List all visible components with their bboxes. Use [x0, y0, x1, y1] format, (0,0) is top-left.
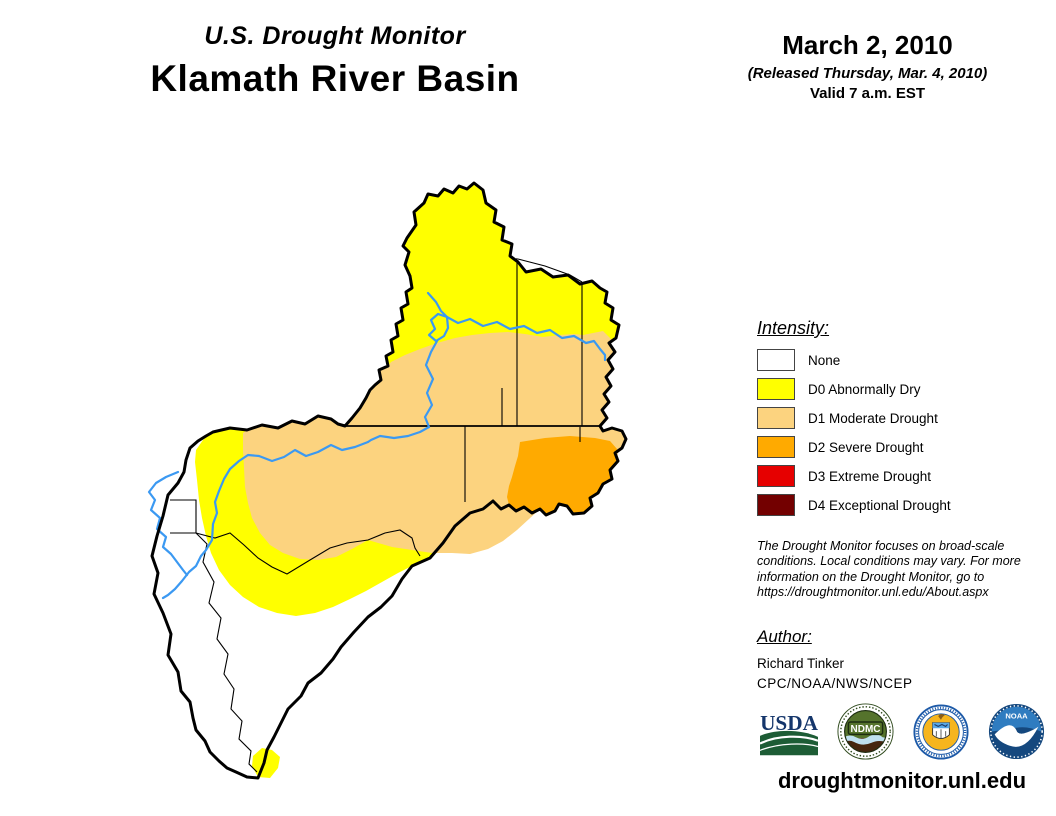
svg-text:NDMC: NDMC	[851, 724, 881, 735]
d2-area	[507, 436, 618, 515]
legend-item-d4: D4 Exceptional Drought	[757, 494, 1042, 516]
basin-outline	[150, 181, 628, 780]
date-block: March 2, 2010 (Released Thursday, Mar. 4…	[700, 30, 1035, 102]
river-northwest-trib	[147, 470, 189, 577]
svg-text:NOAA: NOAA	[1005, 712, 1028, 721]
legend-item-d3: D3 Extreme Drought	[757, 465, 1042, 487]
author-org: CPC/NOAA/NWS/NCEP	[757, 676, 913, 691]
swatch-d3	[757, 465, 795, 487]
legend-item-d0: D0 Abnormally Dry	[757, 378, 1042, 400]
footer-url: droughtmonitor.unl.edu	[777, 768, 1027, 793]
river-lines	[147, 291, 607, 600]
valid-time: Valid 7 a.m. EST	[809, 85, 926, 102]
river-connector	[366, 339, 439, 444]
river-north-main	[445, 315, 607, 362]
swatch-d2	[757, 436, 795, 458]
swatch-d1	[757, 407, 795, 429]
doc-seal-icon	[913, 703, 969, 760]
legend-item-d1: D1 Moderate Drought	[757, 407, 1042, 429]
legend-item-d2: D2 Severe Drought	[757, 436, 1042, 458]
report-supertitle: U.S. Drought Monitor	[204, 22, 466, 50]
swatch-none	[757, 349, 795, 371]
author-heading: Author:	[757, 627, 812, 646]
disclaimer-text: The Drought Monitor focuses on broad-sca…	[757, 539, 1021, 599]
drought-map	[147, 181, 628, 780]
author-block: Author: Richard Tinker CPC/NOAA/NWS/NCEP	[757, 627, 1037, 691]
river-north-loop	[427, 312, 450, 343]
swatch-d4	[757, 494, 795, 516]
legend: Intensity: None D0 Abnormally Dry D1 Mod…	[757, 318, 1042, 523]
d0-south-patch	[252, 748, 280, 778]
agency-logos: USDA NDMC	[760, 703, 1045, 760]
release-date: (Released Thursday, Mar. 4, 2010)	[747, 65, 988, 82]
map-date: March 2, 2010	[782, 30, 953, 60]
author-name: Richard Tinker	[757, 656, 845, 671]
county-lines	[170, 258, 583, 773]
legend-heading: Intensity:	[757, 318, 830, 338]
title-block: U.S. Drought Monitor Klamath River Basin	[120, 22, 550, 100]
swatch-d0	[757, 378, 795, 400]
legend-item-none: None	[757, 349, 1042, 371]
river-klamath-main	[161, 440, 370, 600]
usda-logo-icon: USDA	[760, 708, 818, 755]
river-north-branch	[426, 291, 449, 319]
noaa-logo-icon: NOAA	[988, 703, 1045, 760]
ndmc-logo-icon: NDMC	[837, 703, 894, 760]
page-title: Klamath River Basin	[150, 58, 520, 99]
